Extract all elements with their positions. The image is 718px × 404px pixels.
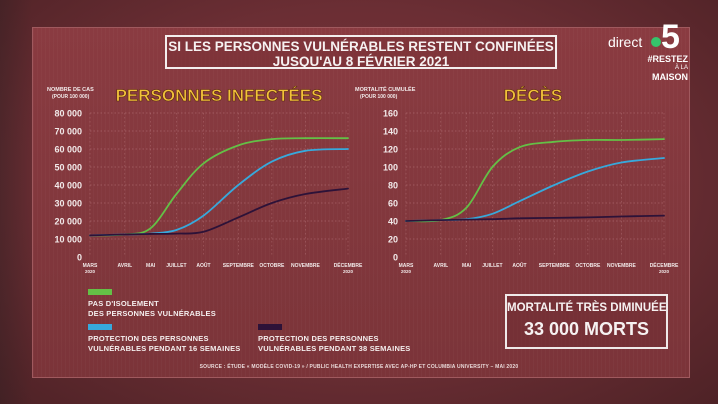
x-tick-label: DÉCEMBRE <box>334 261 363 269</box>
x-tick-year: 2020 <box>659 269 670 274</box>
x-tick-label: AOÛT <box>196 262 210 269</box>
x-tick-label: NOVEMBRE <box>291 263 321 269</box>
x-tick-label: JUILLET <box>482 263 502 269</box>
chart-title: DÉCÈS <box>504 86 563 105</box>
y-tick-label: 60 <box>388 199 398 209</box>
x-tick-label: SEPTEMBRE <box>223 263 255 269</box>
y-tick-label: 10 000 <box>54 235 82 245</box>
logo-dot-icon <box>651 37 661 47</box>
x-tick-label: JUILLET <box>166 263 186 269</box>
legend-swatch-blue <box>88 324 112 330</box>
series-line-purple <box>89 187 349 237</box>
y-tick-label: 20 <box>388 235 398 245</box>
y-tick-label: 50 000 <box>54 163 82 173</box>
y-tick-label: 60 000 <box>54 145 82 155</box>
x-tick-label: AVRIL <box>118 263 133 269</box>
x-tick-label: DÉCEMBRE <box>650 261 679 269</box>
x-tick-label: AOÛT <box>512 262 526 269</box>
y-tick-label: 100 <box>383 163 398 173</box>
summary-box: MORTALITÉ TRÈS DIMINUÉE 33 000 MORTS <box>505 294 668 349</box>
series-line-blue <box>89 148 349 237</box>
y-tick-label: 30 000 <box>54 199 82 209</box>
logo-tag-line-1: #RESTEZ <box>647 54 688 64</box>
y-axis-label-unit: (POUR 100 000) <box>360 94 398 100</box>
y-axis-label: MORTALITÉ CUMULÉE <box>355 85 416 93</box>
legend-swatch-green <box>88 289 112 295</box>
x-tick-label: MAI <box>146 263 156 269</box>
y-tick-label: 20 000 <box>54 217 82 227</box>
x-tick-label: SEPTEMBRE <box>539 263 571 269</box>
legend-label-line-2: DES PERSONNES VULNÉRABLES <box>88 309 216 318</box>
chart-title: PERSONNES INFECTÉES <box>116 86 323 105</box>
y-tick-label: 80 <box>388 181 398 191</box>
y-tick-label: 70 000 <box>54 127 82 137</box>
x-tick-year: 2020 <box>401 269 412 274</box>
x-tick-label: MARS <box>83 263 98 269</box>
y-tick-label: 140 <box>383 127 398 137</box>
y-axis-label-unit: (POUR 100 000) <box>52 94 90 100</box>
legend-label-line-2: VULNÉRABLES PENDANT 16 SEMAINES <box>88 344 241 353</box>
x-tick-label: AVRIL <box>434 263 449 269</box>
side-shadow <box>0 0 32 404</box>
y-axis-label: NOMBRE DE CAS <box>47 87 94 93</box>
logo-hashtag: #RESTEZ À LA MAISON <box>640 55 688 82</box>
x-tick-label: OCTOBRE <box>259 263 285 269</box>
legend-item-38-weeks: PROTECTION DES PERSONNES VULNÉRABLES PEN… <box>258 324 410 354</box>
series-line-blue <box>405 157 665 222</box>
headline-line-2: JUSQU'AU 8 FÉVRIER 2021 <box>272 54 450 69</box>
y-tick-label: 0 <box>393 253 398 263</box>
source-note: SOURCE : ÉTUDE « MODÈLE COVID-19 » / PUB… <box>199 364 519 370</box>
y-tick-label: 0 <box>77 253 82 263</box>
summary-value: 33 000 MORTS <box>523 319 650 339</box>
legend-label-line-2: VULNÉRABLES PENDANT 38 SEMAINES <box>258 344 411 353</box>
x-tick-label: OCTOBRE <box>575 263 601 269</box>
y-tick-label: 40 000 <box>54 181 82 191</box>
logo-five-text: 5 <box>661 18 680 56</box>
logo-tag-line-3: MAISON <box>652 72 688 82</box>
x-tick-year: 2020 <box>343 269 354 274</box>
logo-direct-text: direct <box>608 34 643 50</box>
x-tick-label: MARS <box>399 263 414 269</box>
legend-item-no-isolation: PAS D'ISOLEMENT DES PERSONNES VULNÉRABLE… <box>88 289 216 319</box>
summary-title: MORTALITÉ TRÈS DIMINUÉE <box>507 302 667 314</box>
legend-label-line-1: PROTECTION DES PERSONNES <box>88 334 209 343</box>
y-tick-label: 40 <box>388 217 398 227</box>
x-tick-year: 2020 <box>85 269 96 274</box>
y-tick-label: 160 <box>383 109 398 119</box>
logo-tag-line-2: À LA <box>674 65 688 71</box>
series-line-green <box>405 138 665 223</box>
y-tick-label: 120 <box>383 145 398 155</box>
x-tick-label: NOVEMBRE <box>607 263 637 269</box>
legend-item-16-weeks: PROTECTION DES PERSONNES VULNÉRABLES PEN… <box>88 324 240 354</box>
y-tick-label: 80 000 <box>54 109 82 119</box>
headline-line-1: SI LES PERSONNES VULNÉRABLES RESTENT CON… <box>168 39 554 54</box>
legend-swatch-purple <box>258 324 282 330</box>
x-tick-label: MAI <box>462 263 472 269</box>
legend-label-line-1: PAS D'ISOLEMENT <box>88 299 159 308</box>
legend-label-line-1: PROTECTION DES PERSONNES <box>258 334 379 343</box>
headline-box: SI LES PERSONNES VULNÉRABLES RESTENT CON… <box>165 35 557 69</box>
